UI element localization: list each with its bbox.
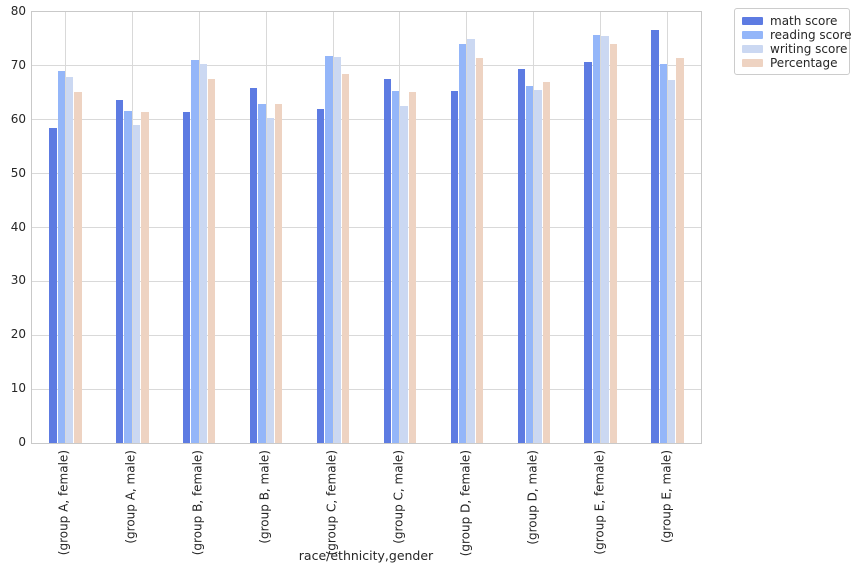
legend: math score reading score writing score Perc…	[734, 8, 852, 75]
legend-item-0: math score	[742, 13, 841, 28]
bar-Percentage-group-2	[208, 78, 216, 443]
y-tick-label-20: 20	[10, 327, 26, 342]
x-tick-label-3: (group B, male)	[257, 450, 272, 544]
bar-writing-score-group-5	[400, 105, 408, 443]
legend-label: Percentage	[770, 55, 838, 70]
gridline-x-5	[399, 12, 401, 443]
bar-Percentage-group-3	[275, 103, 283, 443]
gridline-y-10	[32, 388, 701, 390]
bar-math-score-group-4	[316, 108, 325, 443]
y-tick-label-60: 60	[10, 111, 26, 126]
bar-writing-score-group-8	[601, 36, 609, 443]
bar-Percentage-group-4	[341, 73, 350, 443]
plot-area	[31, 11, 702, 444]
bar-reading-score-group-3	[258, 104, 266, 443]
y-tick-label-40: 40	[10, 219, 26, 234]
bar-Percentage-group-6	[475, 58, 484, 443]
gridline-x-7	[533, 12, 535, 443]
bar-Percentage-group-9	[676, 58, 684, 443]
y-tick-label-80: 80	[10, 4, 26, 18]
legend-swatch-icon	[742, 16, 763, 25]
bar-writing-score-group-7	[534, 90, 542, 443]
bar-math-score-group-1	[116, 99, 124, 443]
bar-writing-score-group-4	[333, 57, 341, 443]
bar-reading-score-group-6	[458, 44, 467, 443]
bar-math-score-group-8	[584, 61, 592, 443]
bar-math-score-group-0	[49, 127, 57, 443]
x-tick-label-4: (group C, female)	[324, 450, 339, 556]
bar-Percentage-group-1	[141, 111, 149, 443]
bar-Percentage-group-0	[74, 92, 82, 443]
gridline-x-8	[600, 12, 602, 443]
bar-reading-score-group-2	[191, 59, 199, 443]
bar-writing-score-group-6	[467, 38, 475, 443]
bar-Percentage-group-8	[609, 44, 617, 443]
x-tick-label-2: (group B, female)	[190, 450, 205, 556]
bar-math-score-group-7	[517, 69, 525, 443]
gridline-y-70	[32, 65, 701, 67]
bar-math-score-group-2	[183, 112, 191, 443]
gridline-y-30	[32, 280, 701, 282]
legend-label: math score	[770, 13, 838, 28]
x-axis-title: race/ethnicity,gender	[298, 548, 434, 563]
bar-reading-score-group-4	[325, 55, 333, 443]
y-tick-label-50: 50	[10, 165, 26, 180]
bar-reading-score-group-8	[592, 34, 601, 443]
bar-writing-score-group-9	[668, 79, 676, 443]
x-tick-label-1: (group A, male)	[123, 450, 138, 544]
gridline-x-2	[198, 12, 200, 443]
bar-reading-score-group-1	[124, 110, 132, 443]
x-tick-label-6: (group D, female)	[458, 450, 473, 557]
gridline-x-1	[131, 12, 133, 443]
bar-Percentage-group-7	[542, 82, 550, 443]
legend-label: reading score	[770, 27, 852, 42]
bar-math-score-group-3	[249, 87, 258, 443]
bar-Percentage-group-5	[408, 91, 417, 443]
gridline-y-60	[32, 119, 701, 121]
legend-item-1: reading score	[742, 29, 852, 41]
gridline-x-4	[332, 12, 334, 443]
bar-writing-score-group-3	[266, 118, 274, 443]
gridline-x-3	[265, 12, 267, 443]
x-tick-label-9: (group E, male)	[659, 450, 674, 543]
x-tick-label-5: (group C, male)	[391, 450, 406, 544]
x-tick-label-8: (group E, female)	[592, 450, 607, 555]
x-tick-label-0: (group A, female)	[56, 450, 71, 556]
gridline-y-50	[32, 173, 701, 175]
legend-swatch-icon	[742, 58, 763, 67]
legend-swatch-icon	[742, 44, 763, 53]
gridline-x-0	[64, 12, 66, 443]
bar-math-score-group-5	[383, 78, 392, 443]
gridline-x-6	[466, 12, 468, 443]
bar-reading-score-group-0	[57, 71, 65, 443]
gridline-y-20	[32, 334, 701, 336]
legend-item-3: Percentage	[742, 55, 841, 70]
y-tick-label-10: 10	[10, 381, 26, 396]
bar-reading-score-group-9	[659, 64, 668, 443]
bar-writing-score-group-2	[199, 63, 208, 443]
y-tick-label-70: 70	[10, 57, 26, 72]
bar-writing-score-group-1	[132, 124, 141, 443]
gridline-x-9	[667, 12, 669, 443]
legend-swatch-icon	[742, 30, 763, 39]
y-tick-label-0: 0	[18, 435, 26, 449]
bar-writing-score-group-0	[65, 77, 74, 443]
gridline-y-40	[32, 227, 701, 228]
bar-reading-score-group-7	[525, 86, 534, 443]
legend-label: writing score	[770, 41, 848, 56]
bar-math-score-group-9	[651, 29, 659, 443]
bar-math-score-group-6	[450, 91, 458, 443]
legend-item-2: writing score	[742, 43, 847, 55]
x-tick-label-7: (group D, male)	[525, 450, 540, 545]
bar-reading-score-group-5	[392, 90, 400, 443]
y-tick-label-30: 30	[10, 273, 26, 288]
